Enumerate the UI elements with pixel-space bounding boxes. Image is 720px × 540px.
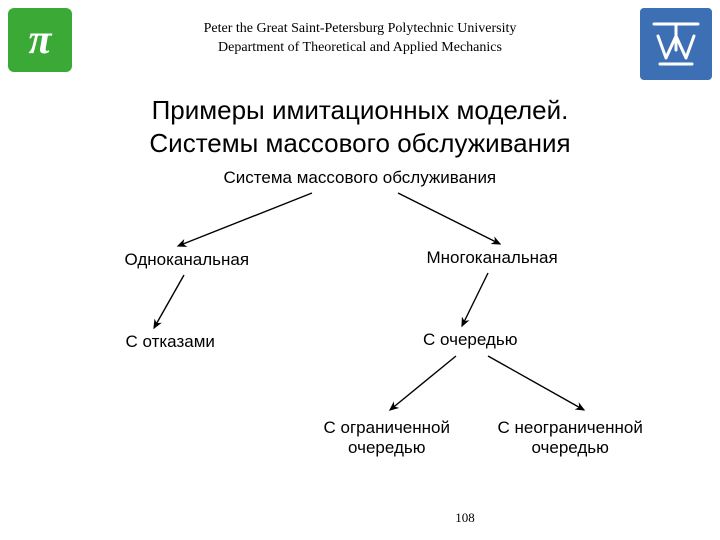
edge-queue-unlimited — [488, 356, 584, 410]
node-unlimited: С неограниченнойочередью — [498, 418, 643, 459]
slide-title: Примеры имитационных моделей. Системы ма… — [0, 94, 720, 159]
diagram-edges — [0, 0, 720, 540]
node-limited: С ограниченнойочередью — [324, 418, 451, 459]
header-line2: Department of Theoretical and Applied Me… — [0, 39, 720, 58]
page-number: 108 — [0, 510, 720, 526]
title-line2: Системы массового обслуживания — [0, 127, 720, 160]
node-root: Система массового обслуживания — [224, 168, 497, 188]
node-multi: Многоканальная — [427, 248, 558, 268]
edge-root-single — [178, 193, 312, 246]
edge-multi-queue — [462, 273, 488, 326]
node-queue: С очередью — [423, 330, 517, 350]
node-single: Одноканальная — [125, 250, 250, 270]
header-line1: Peter the Great Saint-Petersburg Polytec… — [0, 20, 720, 39]
node-refusal: С отказами — [126, 332, 215, 352]
edge-single-refusal — [154, 275, 184, 328]
university-header: Peter the Great Saint-Petersburg Polytec… — [0, 20, 720, 58]
edge-root-multi — [398, 193, 500, 244]
title-line1: Примеры имитационных моделей. — [0, 94, 720, 127]
edge-queue-limited — [390, 356, 456, 410]
